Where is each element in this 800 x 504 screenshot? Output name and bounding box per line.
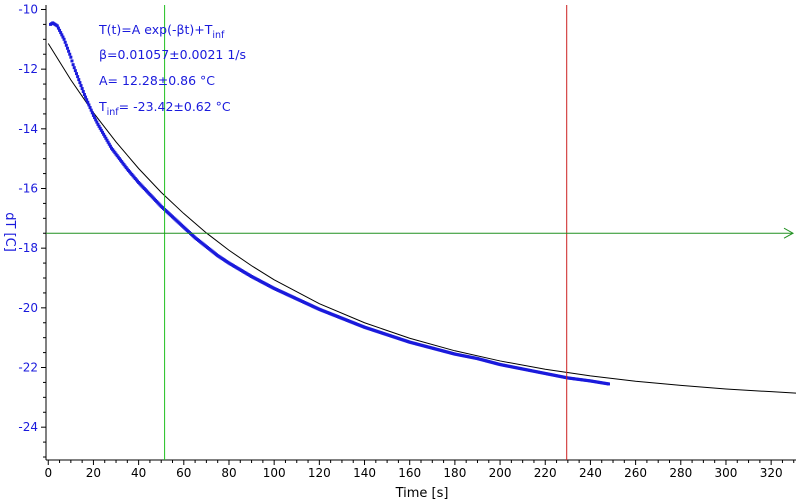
data-point [80,87,84,91]
data-point [86,100,90,104]
data-point [89,108,93,112]
data-point [607,382,610,386]
cursor-markers[interactable] [46,5,795,460]
y-tick-label: -16 [18,181,38,195]
data-point [95,120,99,124]
data-point [77,78,81,82]
y-tick-label: -14 [18,122,38,136]
data-point [74,72,78,76]
data-point [72,66,76,70]
x-tick-label: 80 [221,466,236,480]
y-tick-label: -10 [18,2,38,16]
x-tick-label: 160 [398,466,421,480]
x-tick-label: 320 [760,466,783,480]
horizontal-cursor-arrow-icon [783,227,795,239]
data-point [90,111,94,115]
data-point [67,49,71,53]
data-point [78,81,82,85]
fit-beta: β=0.01057±0.0021 1/s [99,47,246,62]
x-tick-label: 300 [715,466,738,480]
x-tick-label: 200 [489,466,512,480]
data-point [68,52,72,56]
fit-formula: T(t)=A exp(-βt)+Tinf [98,22,225,41]
fit-curve [47,43,797,394]
x-tick-label: 20 [86,466,101,480]
data-point [96,122,100,126]
data-point [103,134,107,138]
data-point [100,130,104,134]
data-point [105,138,109,142]
data-point [76,75,80,79]
y-tick-label: -12 [18,62,38,76]
data-points-group [49,21,610,386]
fit-amplitude: A= 12.28±0.86 °C [99,73,215,88]
data-point [70,59,74,63]
x-tick-label: 0 [44,466,52,480]
data-point [64,43,68,47]
data-point [61,35,65,39]
x-tick-label: 240 [579,466,602,480]
data-point [99,128,103,132]
data-point [69,55,73,59]
x-tick-label: 100 [263,466,286,480]
fit-curve-group [47,43,797,394]
data-point [107,142,111,146]
data-point [65,46,69,50]
data-point [98,126,102,130]
x-tick-label: 260 [624,466,647,480]
y-axis-label: dT [C] [2,212,17,252]
data-point [63,40,67,44]
x-tick-label: 120 [308,466,331,480]
data-point [93,116,97,120]
data-point [81,90,85,94]
x-tick-label: 40 [131,466,146,480]
data-point [94,118,98,122]
y-tick-label: -18 [18,241,38,255]
data-point [62,37,66,41]
x-axis-label: Time [s] [395,486,449,501]
data-point [88,106,92,110]
data-point [71,63,75,67]
data-point [73,69,77,73]
data-point [58,28,62,32]
data-point [106,140,110,144]
data-point [91,113,95,117]
x-tick-label: 280 [669,466,692,480]
fit-tinf: Tinf= -23.42±0.62 °C [98,99,231,118]
data-point [84,95,88,99]
axis-ticks: 0 20 40 60 80 100 120 140 160 180 200 220 240 260 280 3… [18,2,795,480]
y-tick-label: -20 [18,301,38,315]
y-tick-label: -22 [18,361,38,375]
y-tick-label: -24 [18,420,38,434]
data-point [82,93,86,97]
x-tick-label: 220 [534,466,557,480]
x-tick-label: 140 [353,466,376,480]
data-point [97,124,101,128]
data-point [87,103,91,107]
data-point [60,33,64,37]
data-point [102,132,106,136]
fit-parameters: T(t)=A exp(-βt)+Tinf β=0.01057±0.0021 1/… [98,22,246,118]
x-tick-label: 180 [443,466,466,480]
data-point [56,26,60,30]
data-point [79,84,83,88]
data-point [59,31,63,35]
x-tick-label: 60 [176,466,191,480]
data-point [85,98,89,102]
data-point [104,136,108,140]
data-point [108,144,112,148]
data-point [55,24,59,28]
